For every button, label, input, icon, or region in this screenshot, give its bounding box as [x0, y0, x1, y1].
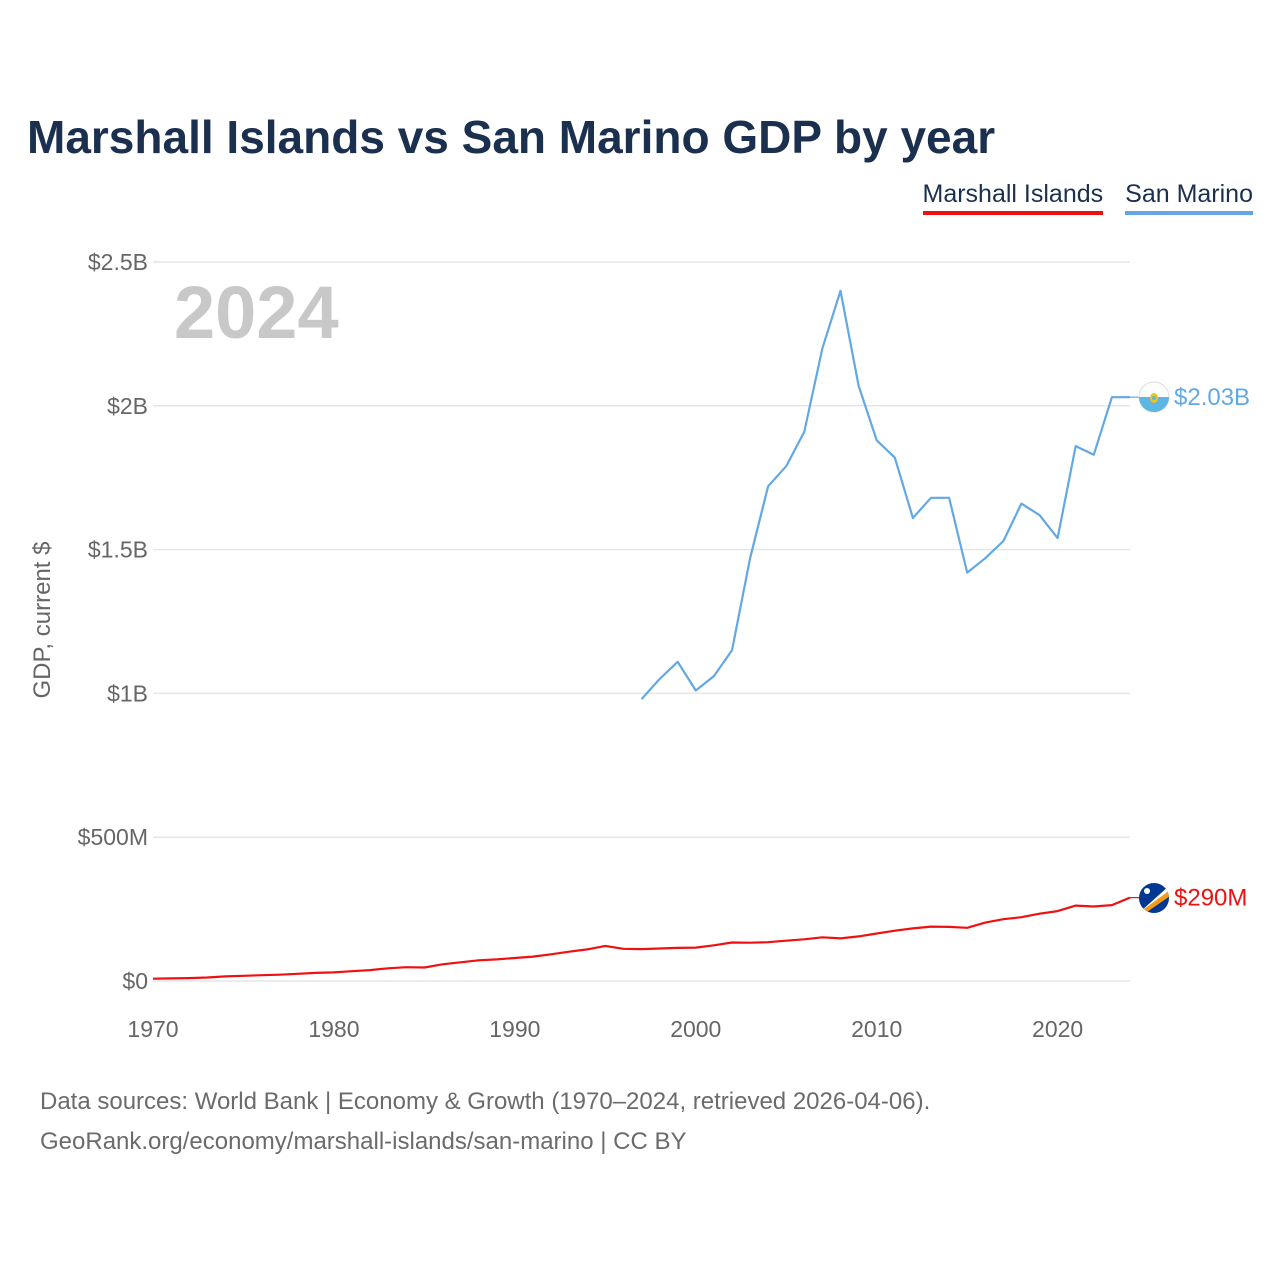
x-tick-label: 2000 — [670, 1016, 721, 1042]
end-labels: $290M $2.03B — [1174, 384, 1250, 911]
legend: Marshall Islands San Marino — [922, 180, 1253, 215]
x-tick-label: 2010 — [851, 1016, 902, 1042]
series-line-marshall-islands — [152, 896, 1131, 980]
year-watermark: 2024 — [174, 271, 339, 354]
legend-item-marshall-islands[interactable]: Marshall Islands — [922, 180, 1104, 215]
y-tick-label: $2B — [107, 393, 148, 419]
source-line-2[interactable]: GeoRank.org/economy/marshall-islands/san… — [40, 1128, 687, 1155]
chart: $0 $500M $1B $1.5B $2B $2.5B 1970 1980 1990 2000… — [29, 249, 1250, 1042]
x-axis: 1970 1980 1990 2000 2010 2020 — [127, 1016, 1083, 1042]
source-line-1: Data sources: World Bank | Economy & Gro… — [40, 1088, 931, 1115]
san-marino-flag-icon — [1138, 381, 1170, 413]
y-axis-label: GDP, current $ — [29, 542, 56, 699]
marshall-islands-flag-icon — [1139, 883, 1169, 913]
x-tick-label: 2020 — [1032, 1016, 1083, 1042]
source-note: Data sources: World Bank | Economy & Gro… — [40, 1082, 930, 1162]
y-tick-label: $2.5B — [88, 249, 148, 275]
y-tick-label: $1.5B — [88, 537, 148, 563]
y-tick-label: $1B — [107, 680, 148, 706]
series-line-san-marino — [640, 289, 1130, 700]
x-tick-label: 1980 — [308, 1016, 359, 1042]
chart-title: Marshall Islands vs San Marino GDP by ye… — [27, 111, 996, 163]
y-tick-label: $500M — [78, 824, 148, 850]
x-tick-label: 1970 — [127, 1016, 178, 1042]
series-lines — [152, 289, 1140, 980]
y-tick-label: $0 — [122, 968, 148, 994]
gridlines — [153, 261, 1130, 982]
end-label-san-marino: $2.03B — [1174, 384, 1250, 411]
x-tick-label: 1990 — [489, 1016, 540, 1042]
y-axis: $0 $500M $1B $1.5B $2B $2.5B — [78, 249, 148, 994]
legend-item-san-marino[interactable]: San Marino — [1125, 180, 1253, 215]
end-label-marshall-islands: $290M — [1174, 885, 1247, 912]
